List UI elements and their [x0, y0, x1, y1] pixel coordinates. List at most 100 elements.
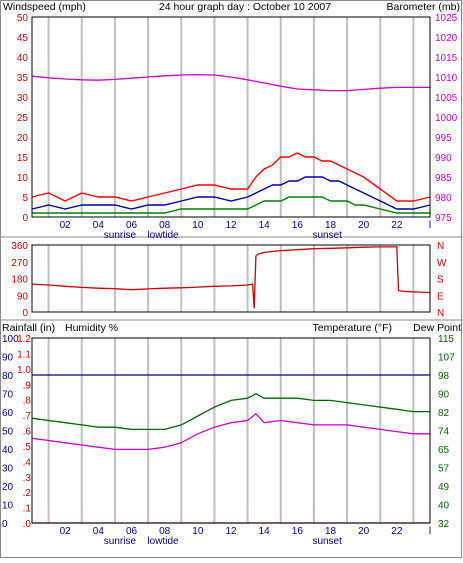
- windspeed-tick-20: 20: [17, 133, 29, 144]
- temperature-tick-98: 98: [438, 371, 450, 382]
- direction-tick-360: 360: [11, 241, 28, 252]
- rain-tick-3: .3: [23, 473, 32, 484]
- windspeed-tick-40: 40: [17, 53, 29, 64]
- barometer-tick-1025: 1025: [435, 13, 458, 24]
- x-tick-label-20: 20: [358, 220, 370, 231]
- temperature-axis-title: Temperature (°F): [313, 322, 392, 334]
- wind-barometer-panel: 0510152025303540455097598098599099510001…: [17, 13, 458, 241]
- rain-tick-4: .4: [23, 457, 32, 468]
- x-tick-label-14: 14: [259, 220, 271, 231]
- plot-frame: [31, 244, 431, 313]
- x-tick-label-16: 16: [292, 220, 304, 231]
- barometer-tick-985: 985: [435, 173, 452, 184]
- x-tick-label-18: 18: [325, 220, 337, 231]
- temperature-tick-82: 82: [438, 408, 450, 419]
- barometer-tick-980: 980: [435, 193, 452, 204]
- direction-tick-180: 180: [11, 275, 28, 286]
- humidity-tick-70: 70: [2, 390, 14, 401]
- dewpoint-axis-title: Dew Point: [413, 322, 461, 334]
- x-tick-label-14: 14: [259, 526, 271, 537]
- x-tick-label-22: 22: [391, 220, 403, 231]
- compass-label-0: N: [437, 241, 444, 252]
- x-tick-label-16: 16: [292, 526, 304, 537]
- x-tick-label-10: 10: [192, 220, 204, 231]
- humidity-temperature-panel: 0 10 20 30 40 50 60 70 80 90 100 .0 .1 .2 .3 .4 .5 .6 .7 .8…: [2, 334, 455, 547]
- temperature-tick-74: 74: [438, 427, 450, 438]
- chart-title: 24 hour graph day : October 10 2007: [159, 1, 331, 13]
- wind-gust-line: [31, 152, 431, 202]
- temperature-tick-90: 90: [438, 390, 450, 401]
- rain-tick-6: .6: [23, 427, 32, 438]
- x-tick-label-12: 12: [225, 220, 237, 231]
- temperature-tick-115: 115: [438, 334, 454, 345]
- humidity-tick-60: 60: [2, 408, 14, 419]
- wind-average-line: [31, 176, 431, 210]
- barometer-tick-1000: 1000: [435, 113, 458, 124]
- direction-tick-90: 90: [17, 291, 29, 302]
- barometer-tick-1015: 1015: [435, 53, 458, 64]
- compass-label-3: E: [437, 291, 444, 302]
- x-tick-label-12: 12: [225, 526, 237, 537]
- windspeed-tick-15: 15: [17, 153, 29, 164]
- rainfall-axis-title: Rainfall (in): [2, 322, 55, 334]
- x-tick-label-02: 02: [60, 526, 72, 537]
- temperature-tick-65: 65: [438, 445, 450, 456]
- rain-tick-9: .9: [23, 380, 32, 391]
- plot-frame: [31, 16, 431, 218]
- compass-label-1: W: [437, 258, 447, 269]
- humidity-tick-40: 40: [2, 445, 14, 456]
- direction-tick-0: 0: [22, 308, 28, 319]
- wind-direction-line: [31, 246, 431, 309]
- barometer-tick-990: 990: [435, 153, 452, 164]
- sunrise-marker: sunrise: [104, 230, 137, 241]
- compass-label-4: N: [437, 308, 444, 319]
- x-tick-label-04: 04: [93, 526, 105, 537]
- x-tick-label-08: 08: [159, 526, 171, 537]
- humidity-tick-50: 50: [2, 427, 14, 438]
- temperature-tick-32: 32: [438, 519, 450, 530]
- rain-tick-5: .5: [23, 442, 32, 453]
- barometer-tick-1005: 1005: [435, 93, 458, 104]
- humidity-tick-80: 80: [2, 371, 14, 382]
- temperature-line: [31, 392, 430, 431]
- x-tick-label-18: 18: [325, 526, 337, 537]
- x-tick-label-22: 22: [391, 526, 403, 537]
- windspeed-tick-10: 10: [17, 173, 29, 184]
- windspeed-tick-30: 30: [17, 93, 29, 104]
- sunrise-marker: sunrise: [104, 536, 137, 547]
- lowtide-marker: lowtide: [147, 230, 179, 241]
- humidity-tick-0: 0: [2, 519, 8, 530]
- rain-tick-12: 1.2: [17, 334, 31, 345]
- rain-tick-1: .1: [23, 504, 32, 515]
- humidity-tick-90: 90: [2, 353, 14, 364]
- humidity-tick-20: 20: [2, 482, 14, 493]
- temperature-tick-107: 107: [438, 353, 455, 364]
- wind-low-line: [32, 196, 430, 214]
- windspeed-tick-50: 50: [17, 13, 29, 24]
- temperature-tick-57: 57: [438, 464, 450, 475]
- sunset-marker: sunset: [312, 230, 342, 241]
- lowtide-marker: lowtide: [147, 536, 179, 547]
- direction-tick-270: 270: [11, 258, 28, 269]
- humidity-tick-100: 100: [2, 334, 19, 345]
- barometer-tick-995: 995: [435, 133, 452, 144]
- barometer-line: [31, 73, 430, 92]
- x-tick-label-06: 06: [126, 526, 138, 537]
- barometer-tick-1020: 1020: [435, 33, 458, 44]
- temperature-tick-40: 40: [438, 501, 450, 512]
- windspeed-axis-title: Windspeed (mph): [3, 1, 86, 13]
- rain-tick-0: .0: [23, 519, 32, 530]
- windspeed-tick-0: 0: [22, 213, 28, 224]
- dewpoint-line: [31, 412, 430, 451]
- x-tick-label-20: 20: [358, 526, 370, 537]
- x-tick-label-10: 10: [192, 526, 204, 537]
- humidity-tick-10: 10: [2, 501, 14, 512]
- humidity-axis-title: Humidity %: [65, 322, 118, 334]
- compass-label-2: S: [437, 275, 444, 286]
- rain-tick-7: .7: [23, 411, 32, 422]
- x-tick-label-l: l: [429, 526, 431, 537]
- sunset-marker: sunset: [312, 536, 342, 547]
